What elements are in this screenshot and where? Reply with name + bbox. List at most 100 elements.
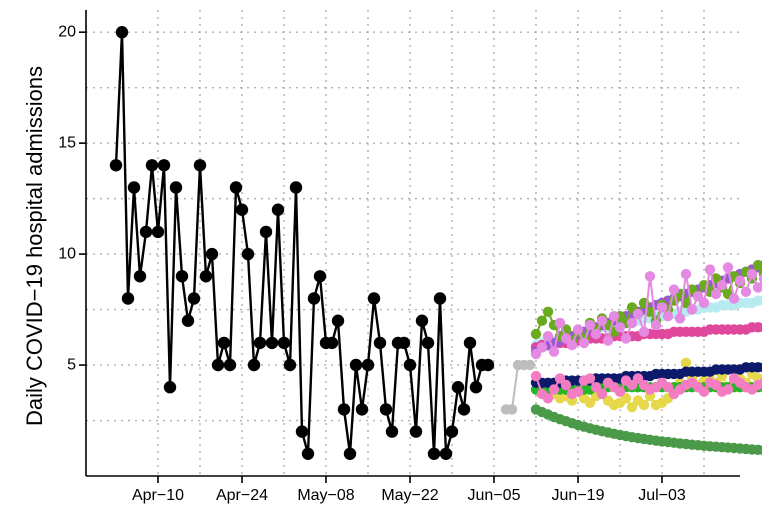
data-point [596, 388, 608, 400]
series-layer [109, 26, 762, 460]
data-point [530, 370, 542, 382]
data-point [752, 260, 762, 271]
data-point [734, 275, 746, 286]
data-point [602, 335, 614, 346]
data-point [590, 328, 602, 340]
data-point [506, 404, 518, 415]
data-point [704, 264, 716, 275]
data-point [481, 358, 495, 372]
data-point [325, 336, 339, 350]
data-point [169, 181, 183, 194]
data-point [608, 311, 620, 322]
data-point [674, 313, 686, 324]
data-point [632, 308, 644, 320]
data-point [530, 348, 542, 360]
data-point [740, 286, 752, 297]
x-tick-label: Apr−10 [132, 487, 184, 504]
data-point [433, 292, 447, 305]
data-point [554, 373, 566, 384]
data-point [385, 425, 399, 438]
data-point [259, 225, 273, 239]
x-tick-label: Jun−19 [552, 487, 605, 504]
data-point [662, 382, 674, 393]
data-point [656, 302, 668, 313]
data-point [542, 393, 554, 404]
data-point [445, 425, 459, 438]
data-point [638, 326, 650, 337]
data-point [584, 373, 596, 384]
series-line [506, 364, 530, 411]
data-point [409, 425, 423, 438]
data-point [403, 358, 417, 372]
data-point [758, 273, 762, 284]
data-point [536, 315, 548, 326]
data-point [115, 26, 129, 39]
data-point [554, 317, 566, 329]
data-point [427, 447, 441, 460]
data-point [632, 373, 644, 384]
series-11 [530, 262, 762, 360]
data-point [127, 181, 141, 194]
data-point [662, 311, 674, 322]
data-point [578, 337, 590, 349]
data-point [373, 336, 387, 350]
data-point [469, 381, 483, 394]
data-point [560, 333, 572, 344]
data-point [109, 159, 123, 172]
y-tick-label: 20 [58, 23, 76, 40]
x-tick-label: May−22 [381, 487, 438, 504]
data-point [277, 336, 291, 350]
grid [86, 10, 740, 476]
data-point [451, 381, 465, 394]
data-point [397, 336, 411, 350]
data-point [758, 362, 762, 373]
data-point [698, 386, 710, 397]
data-point [253, 336, 267, 350]
data-point [626, 379, 638, 391]
data-point [289, 181, 303, 194]
x-tick-label: Jun−05 [468, 487, 521, 504]
x-tick-label: Jul−03 [638, 487, 686, 504]
data-point [235, 203, 249, 216]
data-point [271, 203, 285, 216]
data-point [439, 447, 453, 460]
data-point [626, 402, 638, 413]
data-point [752, 282, 762, 293]
data-point [331, 314, 345, 327]
data-point [151, 225, 165, 239]
axes: 5 10 15 20 Apr−10 Apr−24 May−08 May−22 Jun−05 Jun… [58, 10, 740, 504]
data-point [698, 297, 710, 309]
data-point [163, 381, 177, 394]
data-point [614, 322, 626, 333]
series-1 [500, 359, 536, 415]
data-point [620, 393, 632, 404]
data-point [415, 314, 429, 327]
data-point [680, 268, 692, 280]
data-point [421, 336, 435, 350]
data-point [542, 306, 554, 317]
data-point [710, 288, 722, 300]
data-point [133, 270, 147, 283]
data-point [337, 403, 351, 416]
data-point [139, 225, 153, 239]
data-point [668, 284, 680, 295]
data-point [560, 379, 572, 391]
data-point [463, 336, 477, 350]
data-point [367, 292, 381, 305]
data-point [205, 247, 219, 261]
data-point [313, 270, 327, 283]
data-point [686, 304, 698, 315]
data-point [680, 357, 692, 368]
data-point [536, 342, 548, 353]
data-point [295, 425, 309, 438]
data-point [614, 386, 626, 397]
data-point [530, 328, 542, 340]
data-point [211, 358, 225, 372]
data-point [584, 319, 596, 331]
data-point [145, 159, 159, 172]
data-point [572, 324, 584, 335]
data-point [710, 379, 722, 391]
data-point [175, 270, 189, 283]
data-point [361, 358, 375, 372]
